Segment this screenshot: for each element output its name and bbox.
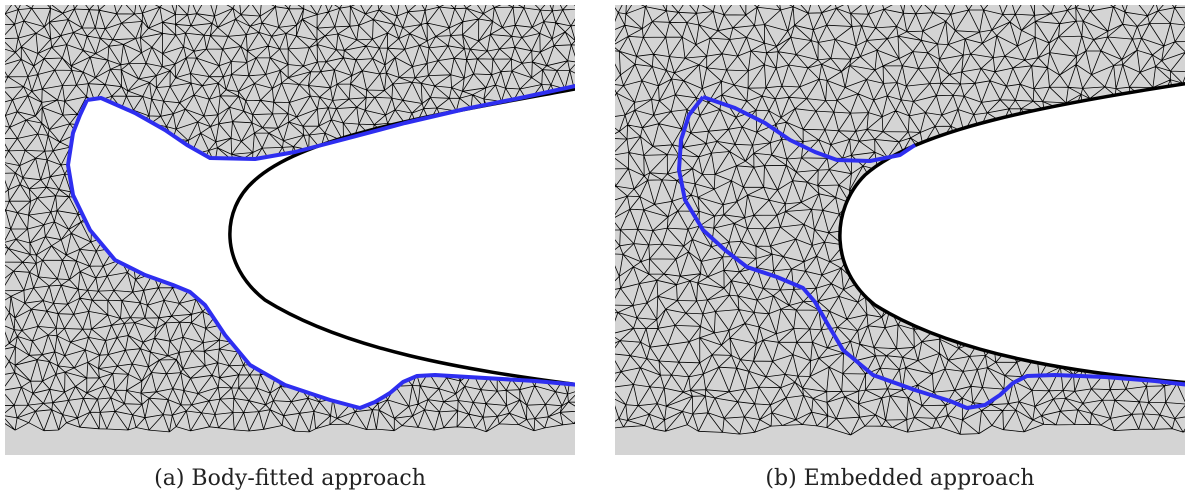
embedded-mesh-figure	[615, 5, 1185, 455]
body-fitted-boundary	[66, 84, 575, 410]
body-fitted-mesh-panel	[5, 5, 575, 455]
figure-caption-a: (a) Body-fitted approach	[154, 466, 426, 491]
airfoil-leading-edge	[838, 81, 1185, 385]
embedded-mesh-panel	[615, 5, 1185, 455]
body-fitted-mesh-figure	[5, 5, 575, 455]
embedded-boundary	[677, 95, 1185, 410]
figure-caption-b: (b) Embedded approach	[765, 466, 1035, 491]
